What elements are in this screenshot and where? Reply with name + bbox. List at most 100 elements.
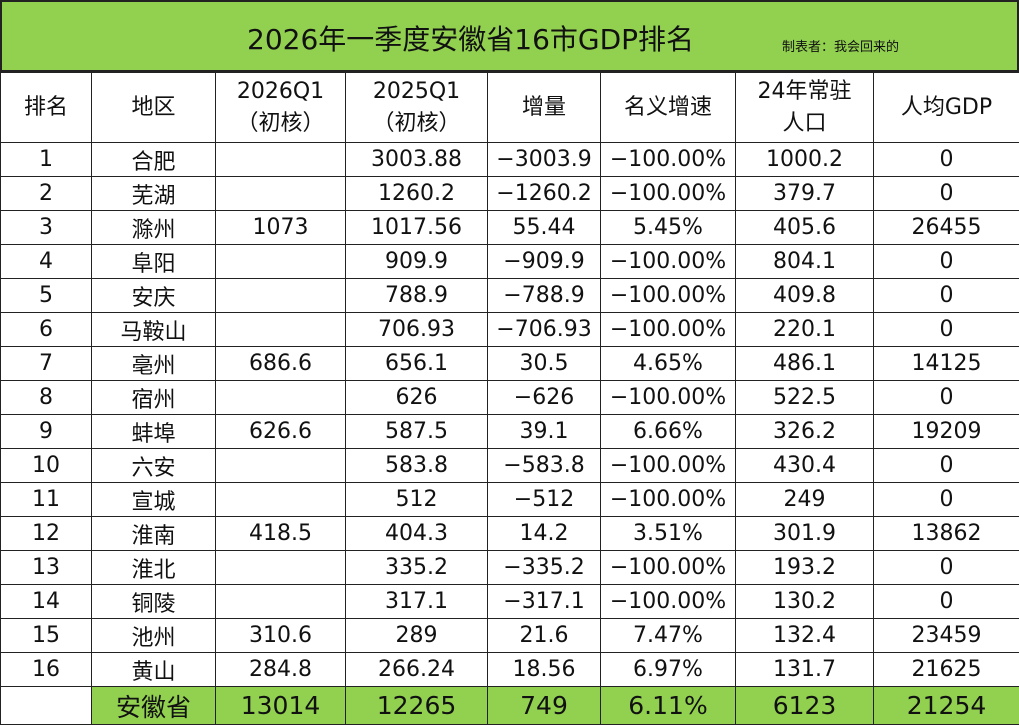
cell-gdp-2026q1 bbox=[216, 313, 346, 347]
cell-gdp-per-capita: 0 bbox=[874, 313, 1019, 347]
cell-region: 铜陵 bbox=[92, 585, 216, 619]
cell-region: 淮北 bbox=[92, 551, 216, 585]
cell-region: 滁州 bbox=[92, 211, 216, 245]
header-label: 2025Q1 bbox=[346, 76, 487, 108]
cell-region: 六安 bbox=[92, 449, 216, 483]
cell-gdp-2025q1: 1017.56 bbox=[346, 211, 488, 245]
cell-population: 379.7 bbox=[736, 177, 874, 211]
cell-gdp-2025q1: 909.9 bbox=[346, 245, 488, 279]
cell-population: 130.2 bbox=[736, 585, 874, 619]
total-gdp-2026q1: 13014 bbox=[216, 687, 346, 725]
header-label: 名义增速 bbox=[601, 92, 735, 124]
cell-gdp-2026q1 bbox=[216, 279, 346, 313]
cell-region: 合肥 bbox=[92, 143, 216, 177]
cell-rank: 14 bbox=[1, 585, 92, 619]
cell-growth-rate: 7.47% bbox=[601, 619, 736, 653]
cell-gdp-per-capita: 0 bbox=[874, 449, 1019, 483]
cell-population: 430.4 bbox=[736, 449, 874, 483]
header-label: 人口 bbox=[736, 108, 873, 140]
cell-gdp-2026q1: 1073 bbox=[216, 211, 346, 245]
header-label: （初核） bbox=[346, 108, 487, 140]
cell-growth-rate: −100.00% bbox=[601, 381, 736, 415]
total-region: 安徽省 bbox=[92, 687, 216, 725]
cell-increase: 39.1 bbox=[488, 415, 601, 449]
cell-growth-rate: −100.00% bbox=[601, 279, 736, 313]
page-title: 2026年一季度安徽省16市GDP排名 bbox=[247, 18, 694, 58]
cell-increase: 55.44 bbox=[488, 211, 601, 245]
cell-population: 486.1 bbox=[736, 347, 874, 381]
cell-growth-rate: 6.97% bbox=[601, 653, 736, 687]
cell-region: 宿州 bbox=[92, 381, 216, 415]
cell-rank: 16 bbox=[1, 653, 92, 687]
cell-growth-rate: 4.65% bbox=[601, 347, 736, 381]
cell-increase: −512 bbox=[488, 483, 601, 517]
cell-gdp-2026q1: 418.5 bbox=[216, 517, 346, 551]
cell-rank: 10 bbox=[1, 449, 92, 483]
cell-gdp-per-capita: 0 bbox=[874, 483, 1019, 517]
cell-rank: 7 bbox=[1, 347, 92, 381]
cell-gdp-2026q1 bbox=[216, 449, 346, 483]
header-label: 人均GDP bbox=[874, 92, 1019, 124]
cell-gdp-2026q1 bbox=[216, 245, 346, 279]
cell-increase: −788.9 bbox=[488, 279, 601, 313]
total-population: 6123 bbox=[736, 687, 874, 725]
cell-increase: −583.8 bbox=[488, 449, 601, 483]
cell-rank: 12 bbox=[1, 517, 92, 551]
cell-gdp-per-capita: 26455 bbox=[874, 211, 1019, 245]
cell-population: 132.4 bbox=[736, 619, 874, 653]
cell-increase: −317.1 bbox=[488, 585, 601, 619]
cell-gdp-2026q1: 310.6 bbox=[216, 619, 346, 653]
cell-gdp-per-capita: 13862 bbox=[874, 517, 1019, 551]
total-gdp-per-capita: 21254 bbox=[874, 687, 1019, 725]
cell-increase: −626 bbox=[488, 381, 601, 415]
cell-increase: −335.2 bbox=[488, 551, 601, 585]
cell-region: 蚌埠 bbox=[92, 415, 216, 449]
header-gdp-2025q1: 2025Q1（初核） bbox=[346, 73, 488, 143]
total-rank bbox=[1, 687, 92, 725]
cell-gdp-per-capita: 23459 bbox=[874, 619, 1019, 653]
header-population: 24年常驻人口 bbox=[736, 73, 874, 143]
cell-population: 301.9 bbox=[736, 517, 874, 551]
cell-growth-rate: −100.00% bbox=[601, 483, 736, 517]
cell-gdp-2026q1: 686.6 bbox=[216, 347, 346, 381]
credit-text: 制表者：我会回来的 bbox=[782, 36, 899, 55]
header-gdp-per-capita: 人均GDP bbox=[874, 73, 1019, 143]
cell-increase: 30.5 bbox=[488, 347, 601, 381]
total-growth-rate: 6.11% bbox=[601, 687, 736, 725]
cell-region: 池州 bbox=[92, 619, 216, 653]
header-label: 增量 bbox=[488, 92, 600, 124]
cell-rank: 4 bbox=[1, 245, 92, 279]
cell-gdp-per-capita: 0 bbox=[874, 245, 1019, 279]
cell-gdp-per-capita: 19209 bbox=[874, 415, 1019, 449]
cell-rank: 2 bbox=[1, 177, 92, 211]
cell-population: 409.8 bbox=[736, 279, 874, 313]
cell-population: 249 bbox=[736, 483, 874, 517]
cell-gdp-2025q1: 3003.88 bbox=[346, 143, 488, 177]
cell-gdp-per-capita: 0 bbox=[874, 177, 1019, 211]
cell-rank: 3 bbox=[1, 211, 92, 245]
header-rank: 排名 bbox=[1, 73, 92, 143]
cell-growth-rate: 3.51% bbox=[601, 517, 736, 551]
header-label: 排名 bbox=[1, 92, 91, 124]
cell-growth-rate: 6.66% bbox=[601, 415, 736, 449]
cell-region: 黄山 bbox=[92, 653, 216, 687]
header-label: （初核） bbox=[216, 108, 345, 140]
total-increase: 749 bbox=[488, 687, 601, 725]
cell-gdp-2025q1: 587.5 bbox=[346, 415, 488, 449]
cell-growth-rate: −100.00% bbox=[601, 177, 736, 211]
cell-gdp-2025q1: 335.2 bbox=[346, 551, 488, 585]
cell-gdp-2026q1 bbox=[216, 585, 346, 619]
cell-rank: 13 bbox=[1, 551, 92, 585]
cell-increase: 21.6 bbox=[488, 619, 601, 653]
cell-gdp-per-capita: 21625 bbox=[874, 653, 1019, 687]
cell-increase: −3003.9 bbox=[488, 143, 601, 177]
cell-increase: 14.2 bbox=[488, 517, 601, 551]
cell-gdp-2025q1: 626 bbox=[346, 381, 488, 415]
cell-region: 宣城 bbox=[92, 483, 216, 517]
cell-population: 220.1 bbox=[736, 313, 874, 347]
cell-increase: 18.56 bbox=[488, 653, 601, 687]
